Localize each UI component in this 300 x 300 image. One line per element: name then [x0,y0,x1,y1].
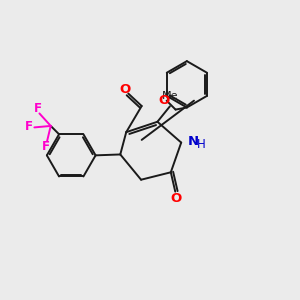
Text: H: H [197,138,206,152]
Text: O: O [170,192,182,205]
Text: F: F [34,102,42,115]
Text: N: N [188,136,199,148]
Text: O: O [119,83,130,97]
Text: Me: Me [162,91,178,101]
Text: O: O [159,94,170,106]
Text: F: F [25,120,33,133]
Text: F: F [42,140,50,153]
